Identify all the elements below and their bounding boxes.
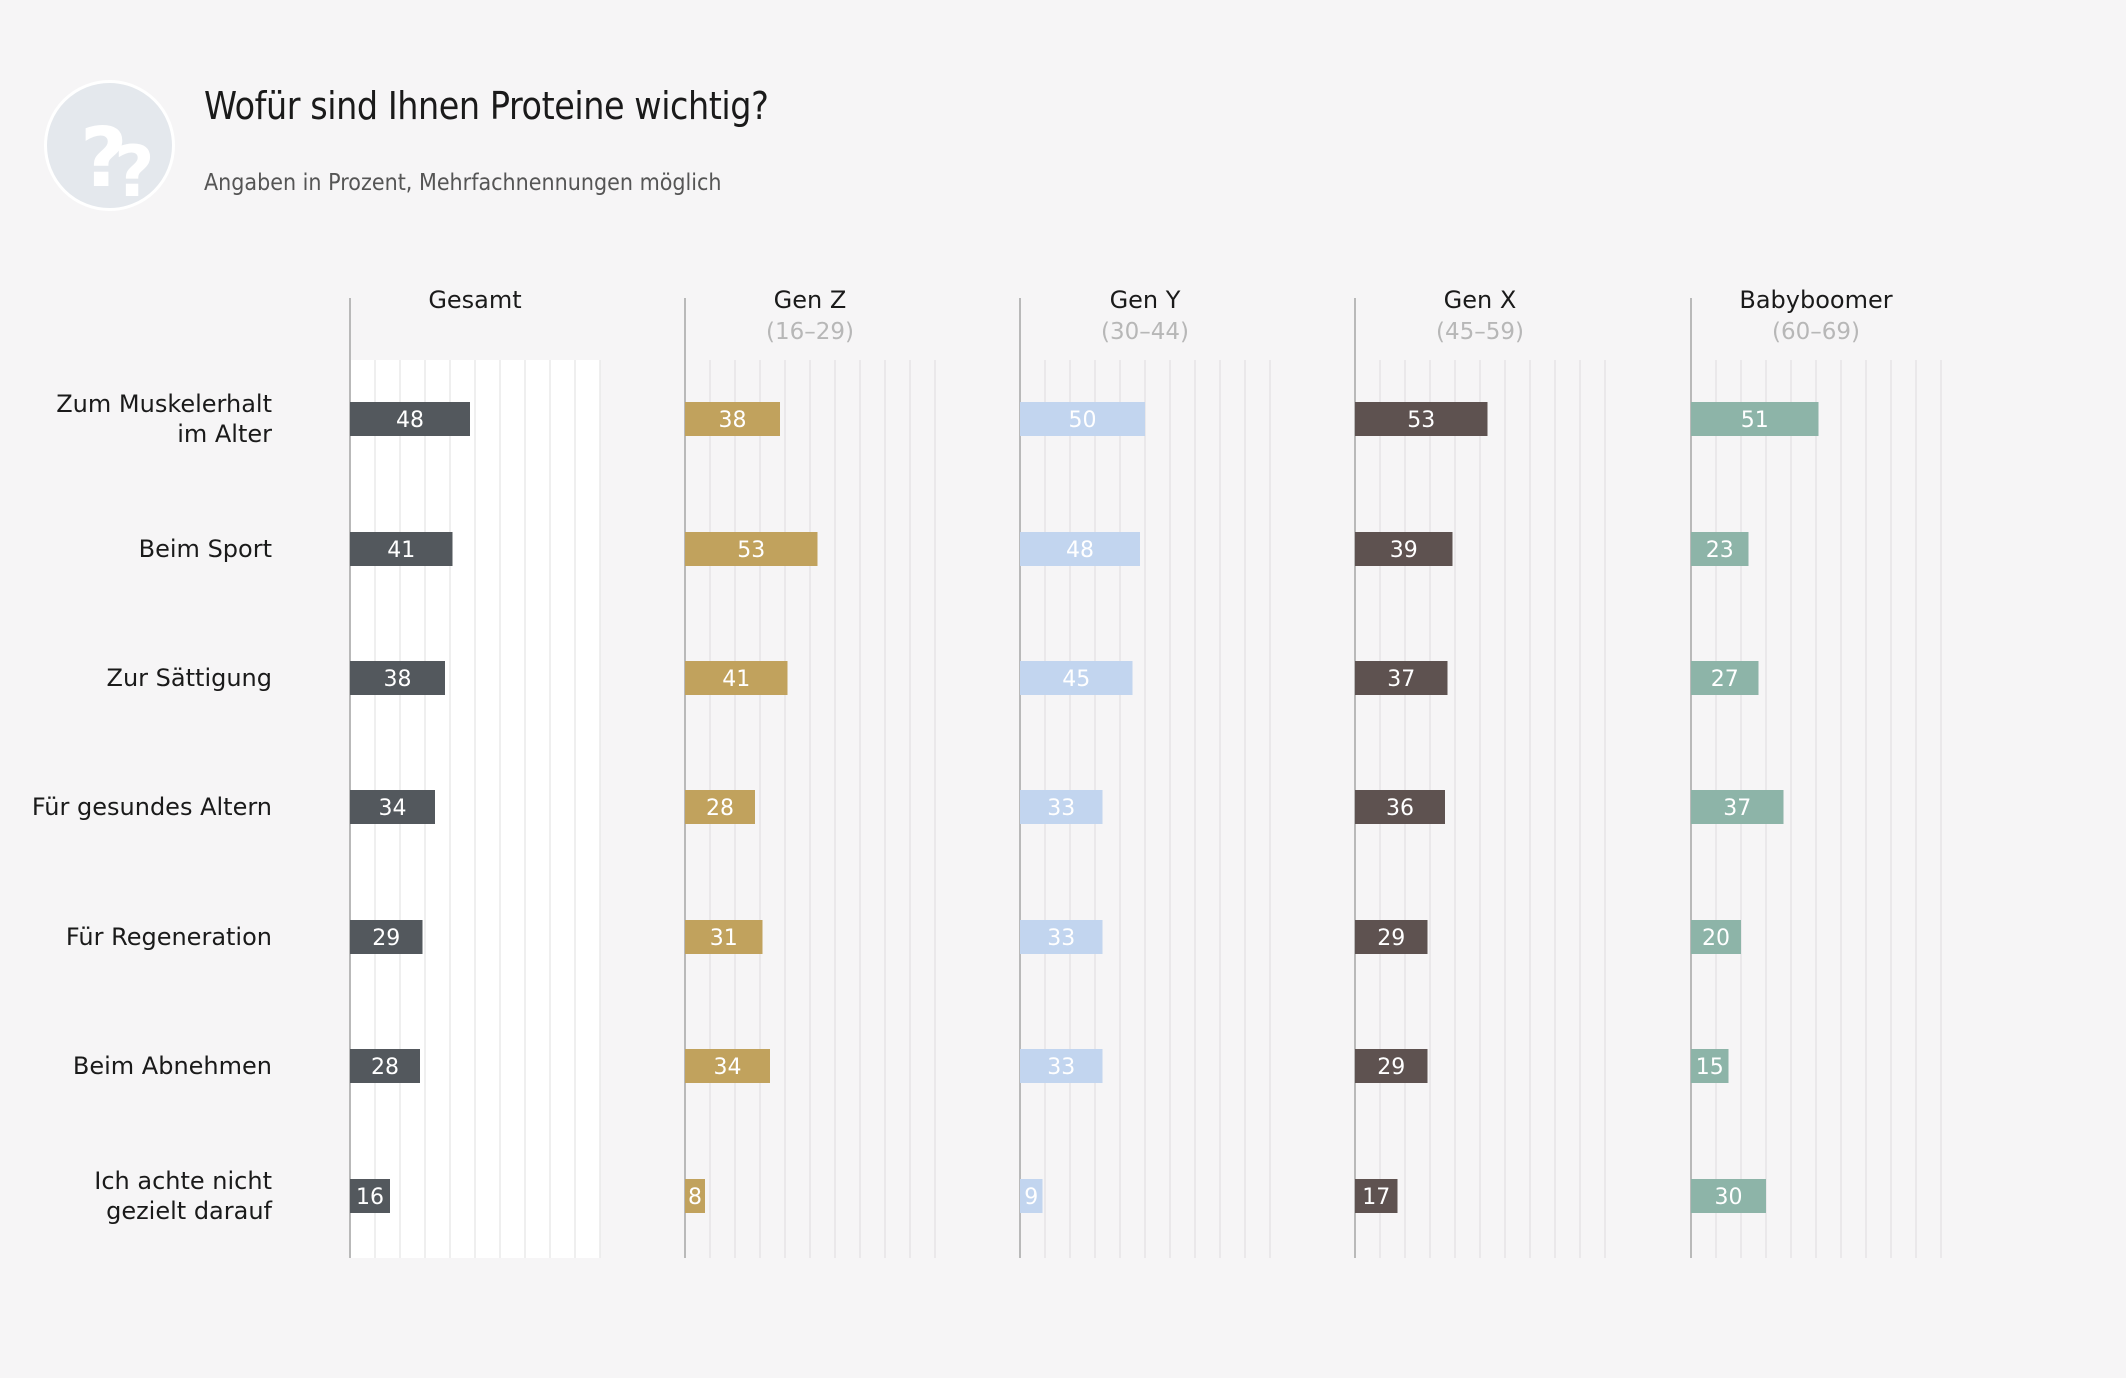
bar — [685, 402, 780, 436]
data-label: 33 — [1047, 926, 1075, 951]
series-range: (30–44) — [1101, 319, 1189, 345]
data-label: 28 — [371, 1055, 399, 1080]
series-header: Gen Y — [1110, 286, 1181, 314]
data-label: 53 — [1407, 408, 1435, 433]
data-label: 23 — [1706, 538, 1734, 563]
data-label: 39 — [1390, 538, 1418, 563]
bar — [685, 1049, 770, 1083]
data-label: 48 — [1066, 538, 1094, 563]
category-label: Zur Sättigung — [107, 664, 272, 692]
data-label: 37 — [1723, 796, 1751, 821]
data-label: 9 — [1024, 1185, 1038, 1210]
data-label: 48 — [396, 408, 424, 433]
category-label: Beim Abnehmen — [73, 1052, 272, 1080]
data-label: 50 — [1069, 408, 1097, 433]
chart-subtitle: Angaben in Prozent, Mehrfachnennungen mö… — [204, 170, 722, 196]
bar — [685, 790, 755, 824]
bar — [1020, 402, 1145, 436]
svg-text:?: ? — [114, 131, 155, 213]
data-label: 15 — [1696, 1055, 1724, 1080]
data-label: 17 — [1362, 1185, 1390, 1210]
bar — [1020, 1049, 1103, 1083]
data-label: 38 — [719, 408, 747, 433]
bar — [1020, 1179, 1043, 1213]
data-label: 33 — [1047, 796, 1075, 821]
bar — [1355, 920, 1428, 954]
data-label: 41 — [722, 667, 750, 692]
data-label: 45 — [1062, 667, 1090, 692]
bar — [350, 661, 445, 695]
data-label: 29 — [372, 926, 400, 951]
bar — [1020, 532, 1140, 566]
bar — [1020, 790, 1103, 824]
data-label: 31 — [710, 926, 738, 951]
data-label: 28 — [706, 796, 734, 821]
category-label: gezielt darauf — [106, 1197, 272, 1225]
series-header: Gen X — [1444, 286, 1517, 314]
bar — [350, 920, 423, 954]
bar — [1691, 790, 1784, 824]
data-label: 37 — [1387, 667, 1415, 692]
bar — [1691, 920, 1741, 954]
category-label: Für gesundes Altern — [32, 793, 272, 821]
data-label: 29 — [1377, 1055, 1405, 1080]
bar — [350, 532, 453, 566]
bar — [1020, 920, 1103, 954]
bar — [1355, 1179, 1398, 1213]
bar — [1355, 1049, 1428, 1083]
series-header: Gen Z — [774, 286, 847, 314]
data-label: 33 — [1047, 1055, 1075, 1080]
data-label: 36 — [1386, 796, 1414, 821]
category-label: Ich achte nicht — [94, 1167, 272, 1195]
category-label: Beim Sport — [139, 535, 272, 563]
svg-text:?: ? — [80, 111, 128, 206]
category-label: im Alter — [177, 420, 272, 448]
data-label: 53 — [737, 538, 765, 563]
series-range: (45–59) — [1436, 319, 1524, 345]
series-range: (16–29) — [766, 319, 854, 345]
series-range: (60–69) — [1772, 319, 1860, 345]
series-header: Babyboomer — [1739, 286, 1892, 314]
bar — [350, 790, 435, 824]
series-header: Gesamt — [428, 286, 521, 314]
bar — [1691, 1179, 1766, 1213]
bar — [1691, 402, 1819, 436]
bar — [1691, 532, 1749, 566]
bar — [1355, 790, 1445, 824]
data-label: 34 — [379, 796, 407, 821]
data-label: 16 — [356, 1185, 384, 1210]
data-label: 41 — [387, 538, 415, 563]
bar — [1355, 532, 1453, 566]
data-label: 38 — [384, 667, 412, 692]
bar — [685, 920, 763, 954]
bar — [1691, 661, 1759, 695]
bar — [350, 1179, 390, 1213]
chart-title: Wofür sind Ihnen Proteine wichtig? — [204, 84, 769, 128]
data-label: 29 — [1377, 926, 1405, 951]
data-label: 51 — [1741, 408, 1769, 433]
category-label: Für Regeneration — [66, 923, 272, 951]
data-label: 8 — [688, 1185, 702, 1210]
bar — [1355, 661, 1448, 695]
question-marks-icon: ? ? — [44, 80, 175, 213]
data-label: 20 — [1702, 926, 1730, 951]
bar — [685, 532, 818, 566]
bar — [1355, 402, 1488, 436]
category-label: Zum Muskelerhalt — [56, 390, 272, 418]
bar — [685, 661, 788, 695]
data-label: 34 — [714, 1055, 742, 1080]
bar — [1691, 1049, 1729, 1083]
bar — [350, 1049, 420, 1083]
data-label: 30 — [1715, 1185, 1743, 1210]
bar — [350, 402, 470, 436]
bar — [685, 1179, 705, 1213]
bar — [1020, 661, 1133, 695]
data-label: 27 — [1711, 667, 1739, 692]
